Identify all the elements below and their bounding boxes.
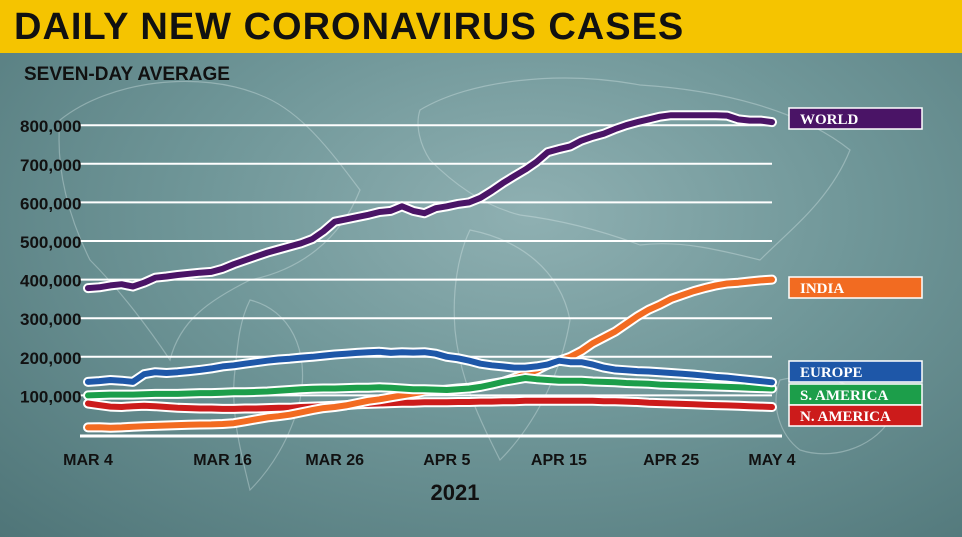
x-axis-ticks: MAR 4 MAR 16 MAR 26 APR 5 APR 15 APR 25 MAY 4: [63, 452, 796, 469]
x-axis-label: 2021: [431, 480, 480, 505]
series-label-india: INDIA: [788, 276, 923, 299]
series-label-text: N. AMERICA: [800, 409, 891, 425]
y-axis-ticks: 100,000 200,000 300,000 400,000 500,000 600,0…: [20, 117, 81, 406]
y-tick-label: 300,000: [20, 310, 81, 329]
y-tick-label: 700,000: [20, 156, 81, 175]
y-tick-label: 400,000: [20, 272, 81, 291]
x-tick-label: MAR 4: [63, 452, 113, 469]
y-tick-label: 100,000: [20, 387, 81, 406]
world-map-decoration: [58, 77, 891, 492]
series-lines: [83, 110, 777, 433]
series-label-text: WORLD: [800, 112, 859, 128]
series-label-n-america: N. AMERICA: [788, 404, 923, 427]
series-line-europe: [85, 348, 775, 386]
series-labels: WORLD INDIA EUROPE S. AMERICA N. AMERICA: [788, 107, 923, 427]
y-tick-label: 800,000: [20, 117, 81, 136]
x-tick-label: MAR 16: [193, 452, 252, 469]
x-tick-label: APR 15: [531, 452, 587, 469]
chart-subtitle: SEVEN-DAY AVERAGE: [24, 64, 230, 85]
series-label-text: S. AMERICA: [800, 388, 889, 404]
series-line-n-america: [85, 397, 775, 412]
x-tick-label: MAY 4: [748, 452, 795, 469]
y-tick-label: 500,000: [20, 233, 81, 252]
title-bar: DAILY NEW CORONAVIRUS CASES: [0, 0, 962, 53]
series-label-s-america: S. AMERICA: [788, 383, 923, 406]
series-label-world: WORLD: [788, 107, 923, 130]
chart-title: DAILY NEW CORONAVIRUS CASES: [14, 6, 685, 48]
x-tick-label: APR 25: [643, 452, 699, 469]
y-tick-label: 200,000: [20, 349, 81, 368]
x-tick-label: APR 5: [423, 452, 470, 469]
series-label-europe: EUROPE: [788, 360, 923, 383]
series-label-text: EUROPE: [800, 365, 863, 381]
series-line-world: [85, 112, 775, 292]
series-line-s-america: [85, 375, 775, 399]
y-tick-label: 600,000: [20, 194, 81, 213]
series-label-text: INDIA: [800, 281, 844, 297]
x-tick-label: MAR 26: [305, 452, 364, 469]
